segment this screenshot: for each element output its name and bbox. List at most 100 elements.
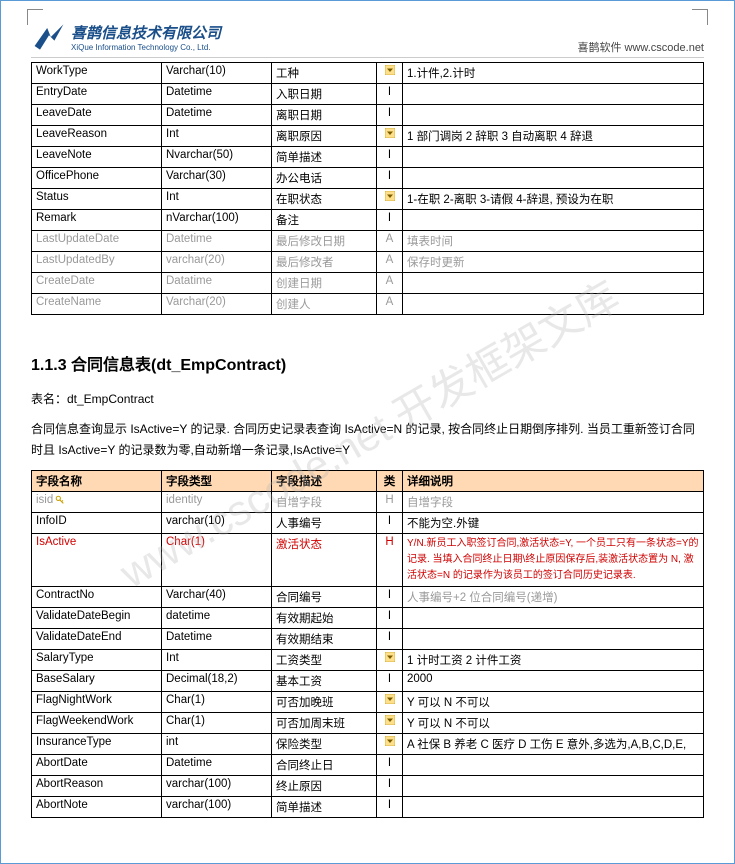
table-row: CreateNameVarchar(20)创建人A (32, 294, 704, 315)
cell-field-desc: 自增字段 (272, 492, 377, 513)
cell-field-name: CreateName (32, 294, 162, 315)
cell-field-detail: 填表时间 (403, 231, 704, 252)
cell-field-desc: 基本工资 (272, 671, 377, 692)
cell-field-type: int (162, 734, 272, 755)
table-row: StatusInt在职状态1-在职 2-离职 3-请假 4-辞退, 预设为在职 (32, 189, 704, 210)
cell-field-name: FlagNightWork (32, 692, 162, 713)
crop-mark-tl (27, 9, 43, 25)
cell-field-desc: 工种 (272, 63, 377, 84)
cell-field-category: I (377, 629, 403, 650)
cell-field-detail: 2000 (403, 671, 704, 692)
cell-field-name: IsActive (32, 534, 162, 587)
cell-field-desc: 合同终止日 (272, 755, 377, 776)
table-row: ContractNoVarchar(40)合同编号I人事编号+2 位合同编号(递… (32, 587, 704, 608)
cell-field-category: I (377, 210, 403, 231)
cell-field-desc: 离职日期 (272, 105, 377, 126)
cell-field-detail: A 社保 B 养老 C 医疗 D 工伤 E 意外,多选为,A,B,C,D,E, (403, 734, 704, 755)
cell-field-detail (403, 105, 704, 126)
cell-field-name: AbortDate (32, 755, 162, 776)
cell-field-name: SalaryType (32, 650, 162, 671)
cell-field-desc: 创建日期 (272, 273, 377, 294)
cell-field-detail: 1-在职 2-离职 3-请假 4-辞退, 预设为在职 (403, 189, 704, 210)
cell-field-detail: Y 可以 N 不可以 (403, 713, 704, 734)
cell-field-detail: Y 可以 N 不可以 (403, 692, 704, 713)
table-row: LeaveReasonInt离职原因1 部门调岗 2 辞职 3 自动离职 4 辞… (32, 126, 704, 147)
cell-field-desc: 激活状态 (272, 534, 377, 587)
page-header: 喜鹊信息技术有限公司 XiQue Information Technology … (31, 19, 704, 58)
cell-field-desc: 终止原因 (272, 776, 377, 797)
cell-field-desc: 合同编号 (272, 587, 377, 608)
cell-field-type: Varchar(10) (162, 63, 272, 84)
table-row: isididentity自增字段H自增字段 (32, 492, 704, 513)
cell-field-desc: 可否加周末班 (272, 713, 377, 734)
cell-field-name: Remark (32, 210, 162, 231)
cell-field-type: Varchar(20) (162, 294, 272, 315)
cell-field-desc: 保险类型 (272, 734, 377, 755)
cell-field-detail: 不能为空.外键 (403, 513, 704, 534)
cell-field-name: OfficePhone (32, 168, 162, 189)
cell-field-category (377, 734, 403, 755)
cell-field-type: Datetime (162, 105, 272, 126)
cell-field-desc: 人事编号 (272, 513, 377, 534)
cell-field-type: varchar(100) (162, 797, 272, 818)
cell-field-desc: 简单描述 (272, 147, 377, 168)
cell-field-category: A (377, 252, 403, 273)
cell-field-name: AbortNote (32, 797, 162, 818)
cell-field-desc: 有效期结束 (272, 629, 377, 650)
key-icon (55, 495, 65, 505)
table-row: LeaveDateDatetime离职日期I (32, 105, 704, 126)
logo-block: 喜鹊信息技术有限公司 XiQue Information Technology … (31, 19, 221, 55)
dropdown-icon (385, 694, 395, 704)
cell-field-name: LeaveDate (32, 105, 162, 126)
cell-field-detail (403, 168, 704, 189)
cell-field-desc: 可否加晚班 (272, 692, 377, 713)
cell-field-category (377, 63, 403, 84)
dropdown-icon (385, 191, 395, 201)
cell-field-desc: 离职原因 (272, 126, 377, 147)
cell-field-desc: 简单描述 (272, 797, 377, 818)
cell-field-name: isid (32, 492, 162, 513)
cell-field-type: Datatime (162, 273, 272, 294)
table-row: FlagNightWorkChar(1)可否加晚班Y 可以 N 不可以 (32, 692, 704, 713)
cell-field-type: Datetime (162, 84, 272, 105)
cell-field-desc: 在职状态 (272, 189, 377, 210)
table-row: LastUpdatedByvarchar(20)最后修改者A保存时更新 (32, 252, 704, 273)
cell-field-type: Datetime (162, 755, 272, 776)
th-field-name: 字段名称 (32, 471, 162, 492)
cell-field-type: varchar(10) (162, 513, 272, 534)
cell-field-category: I (377, 105, 403, 126)
cell-field-name: BaseSalary (32, 671, 162, 692)
cell-field-detail: 1 部门调岗 2 辞职 3 自动离职 4 辞退 (403, 126, 704, 147)
cell-field-detail (403, 608, 704, 629)
table-row: LastUpdateDateDatetime最后修改日期A填表时间 (32, 231, 704, 252)
th-field-desc: 字段描述 (272, 471, 377, 492)
cell-field-category (377, 189, 403, 210)
cell-field-type: varchar(20) (162, 252, 272, 273)
cell-field-name: InfoID (32, 513, 162, 534)
cell-field-detail: 1.计件,2.计时 (403, 63, 704, 84)
cell-field-detail (403, 797, 704, 818)
dropdown-icon (385, 715, 395, 725)
cell-field-type: identity (162, 492, 272, 513)
cell-field-category: I (377, 608, 403, 629)
cell-field-type: Varchar(30) (162, 168, 272, 189)
table-row: ValidateDateBegindatetime有效期起始I (32, 608, 704, 629)
cell-field-type: Int (162, 189, 272, 210)
dropdown-icon (385, 736, 395, 746)
table-row: WorkTypeVarchar(10)工种 1.计件,2.计时 (32, 63, 704, 84)
cell-field-category (377, 713, 403, 734)
cell-field-category: I (377, 671, 403, 692)
cell-field-detail: 人事编号+2 位合同编号(递增) (403, 587, 704, 608)
cell-field-type: Char(1) (162, 534, 272, 587)
cell-field-desc: 最后修改者 (272, 252, 377, 273)
table-name-label: 表名：dt_EmpContract (31, 389, 704, 409)
cell-field-category: I (377, 587, 403, 608)
table-row: FlagWeekendWorkChar(1)可否加周末班Y 可以 N 不可以 (32, 713, 704, 734)
th-field-detail: 详细说明 (403, 471, 704, 492)
cell-field-category (377, 126, 403, 147)
cell-field-name: WorkType (32, 63, 162, 84)
crop-mark-tr (692, 9, 708, 25)
cell-field-name: EntryDate (32, 84, 162, 105)
cell-field-category: A (377, 231, 403, 252)
cell-field-detail (403, 273, 704, 294)
